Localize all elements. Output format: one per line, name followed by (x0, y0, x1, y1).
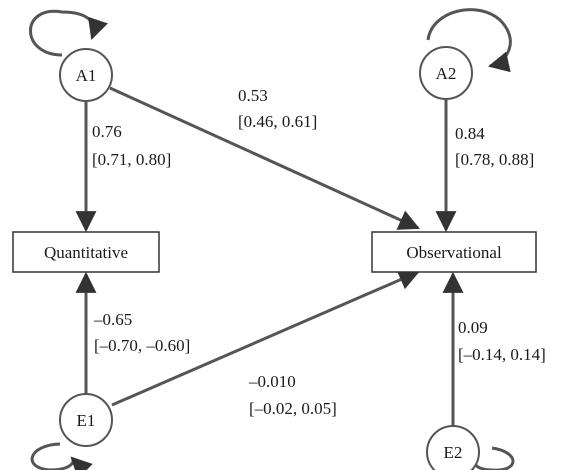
arrow-e1-to-observational (111, 269, 420, 407)
a2-self-loop (426, 8, 512, 73)
a2-observational-ci: [0.78, 0.88] (455, 150, 534, 169)
node-a1-label: A1 (76, 66, 97, 85)
e1-self-loop (30, 442, 93, 470)
a2-observational-estimate: 0.84 (455, 124, 485, 143)
e2-self-loop (455, 446, 515, 470)
node-e2-label: E2 (444, 443, 463, 462)
a1-quantitative-ci: [0.71, 0.80] (92, 150, 171, 169)
node-a2-label: A2 (436, 64, 457, 83)
e1-quantitative-ci: [–0.70, –0.60] (94, 336, 190, 355)
node-observational-label: Observational (406, 243, 502, 262)
arrow-a1-to-observational (109, 86, 420, 230)
e2-observational-ci: [–0.14, 0.14] (458, 345, 546, 364)
e2-observational-estimate: 0.09 (458, 318, 488, 337)
node-observational: Observational (371, 231, 537, 273)
node-quantitative-label: Quantitative (44, 243, 128, 262)
a1-quantitative-estimate: 0.76 (92, 122, 122, 141)
node-a1: A1 (59, 48, 113, 102)
a1-observational-estimate: 0.53 (238, 86, 268, 105)
e1-observational-ci: [–0.02, 0.05] (249, 399, 337, 418)
node-e1-label: E1 (77, 411, 96, 430)
node-a2: A2 (419, 46, 473, 100)
e1-observational-estimate: –0.010 (248, 372, 296, 391)
e1-quantitative-estimate: –0.65 (93, 310, 132, 329)
a1-self-loop (29, 9, 108, 57)
node-quantitative: Quantitative (12, 231, 160, 273)
a1-observational-ci: [0.46, 0.61] (238, 112, 317, 131)
node-e1: E1 (59, 393, 113, 447)
node-e2: E2 (426, 425, 480, 470)
